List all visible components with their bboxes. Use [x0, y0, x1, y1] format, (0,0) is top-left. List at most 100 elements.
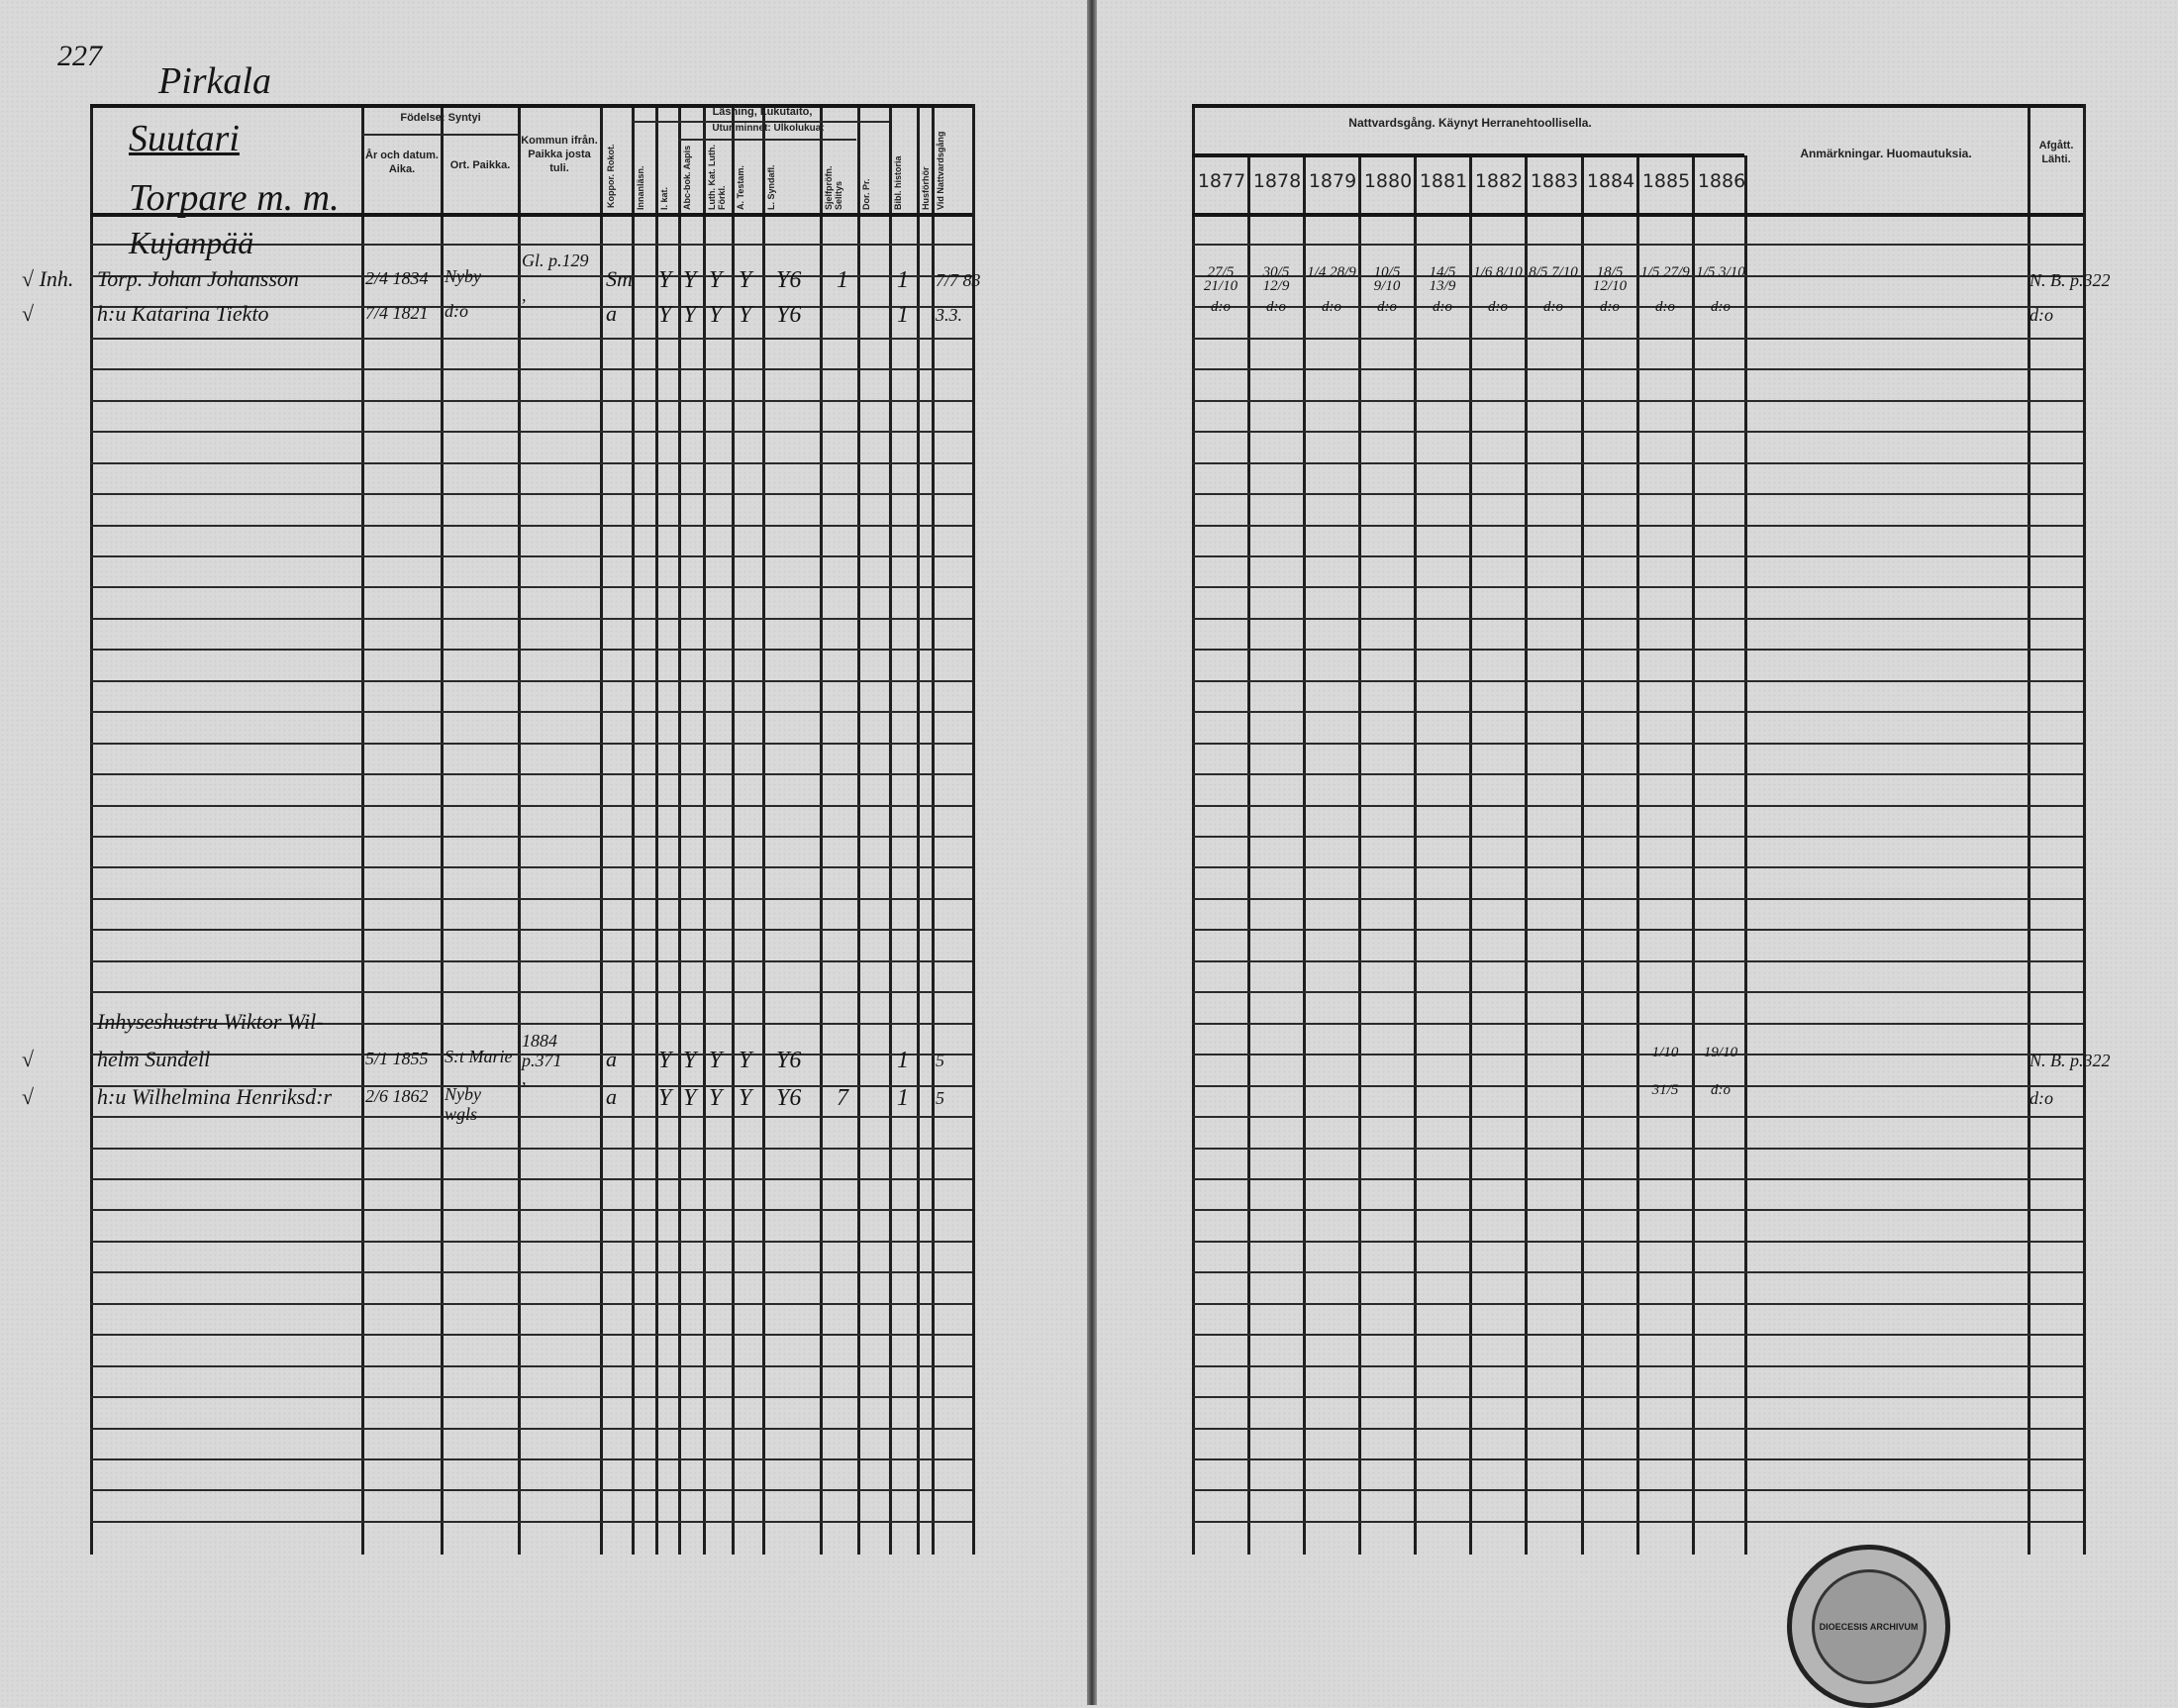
- stamp-text: DIOECESIS ARCHIVUM: [1811, 1568, 1927, 1684]
- row-rule: [90, 929, 972, 932]
- column-rule: [1636, 155, 1639, 1555]
- row-rule: [90, 1427, 972, 1430]
- column-rule: [1692, 155, 1695, 1555]
- header-vertical-10: Vid Nattvardsgång: [936, 131, 945, 210]
- reading-mark: Y: [709, 267, 723, 293]
- header-departed: Afgått. Lähti.: [2038, 140, 2074, 165]
- reading-mark: Y: [739, 267, 752, 293]
- column-rule: [820, 104, 823, 1555]
- reading-mark: Y: [709, 302, 723, 328]
- departed-note: d:o: [2030, 305, 2053, 325]
- header-by-heart: Utur minnet: Ulkolukua:: [712, 123, 825, 134]
- communion-admitted: 3.3.: [936, 305, 962, 325]
- birth-place: S:t Marie: [445, 1047, 513, 1066]
- header-vertical-8: Bibl. historia: [893, 155, 903, 210]
- header-vertical-7: Dor. Pr.: [861, 178, 871, 210]
- came-from: Gl. p.129: [522, 251, 589, 270]
- row-rule: [1192, 431, 2083, 434]
- household-exam: 1: [897, 267, 909, 293]
- birth-date: 2/6 1862: [365, 1086, 429, 1106]
- row-rule: [90, 804, 972, 807]
- column-rule: [678, 104, 681, 1555]
- row-rule: [90, 368, 972, 371]
- person-name: Torp. Johan Johansson: [97, 266, 299, 291]
- birth-date: 5/1 1855: [365, 1049, 429, 1068]
- row-rule: [1192, 213, 2083, 217]
- person-name: h:u Wilhelmina Henriksd:r: [97, 1084, 333, 1109]
- communion-date: 18/5 12/10: [1592, 264, 1628, 294]
- communion-date: 1/10: [1651, 1045, 1679, 1060]
- row-rule: [90, 1177, 972, 1180]
- row-rule: [1192, 1520, 2083, 1523]
- departed-note: N. B. p.322: [2030, 1051, 2111, 1070]
- communion-date: 30/5 12/9: [1262, 264, 1290, 294]
- row-rule: [90, 1022, 972, 1025]
- row-rule: [1192, 493, 2083, 496]
- row-rule: [90, 1302, 972, 1305]
- year-1882: 1882: [1474, 170, 1524, 192]
- year-1879: 1879: [1308, 170, 1357, 192]
- column-rule: [632, 104, 635, 1555]
- birth-place: d:o: [445, 301, 468, 321]
- column-rule: [917, 104, 920, 1555]
- communion-date: d:o: [1377, 299, 1397, 315]
- row-rule: [1192, 586, 2083, 589]
- row-rule: [1192, 1054, 2083, 1056]
- reading-mark: Y: [658, 302, 672, 328]
- row-rule: [1192, 836, 2083, 838]
- row-rule: [90, 213, 972, 217]
- column-rule: [2083, 104, 2086, 1555]
- row-rule: [1192, 244, 2083, 247]
- row-rule: [1192, 804, 2083, 807]
- birth-date: 2/4 1834: [365, 268, 429, 288]
- row-rule: [90, 1364, 972, 1367]
- person-name: Inhyseshustru Wiktor Wil-: [97, 1009, 324, 1034]
- communion-date: 31/5: [1651, 1082, 1679, 1098]
- row-rule: [90, 897, 972, 900]
- header-vertical-1: I. kat.: [659, 186, 669, 210]
- communion-date: d:o: [1711, 299, 1731, 315]
- year-1884: 1884: [1586, 170, 1635, 192]
- communion-date: 27/5 21/10: [1203, 264, 1238, 294]
- column-rule: [600, 104, 603, 1555]
- reading-mark: Y: [739, 1085, 752, 1111]
- row-rule: [1192, 461, 2083, 464]
- column-rule: [361, 104, 364, 1555]
- header-vertical-6: Sjelfpröfn. Selitys: [824, 165, 843, 211]
- row-rule: [90, 617, 972, 620]
- row-rule: [90, 1209, 972, 1212]
- archive-stamp: DIOECESIS ARCHIVUM: [1787, 1545, 1950, 1708]
- row-rule: [1192, 1364, 2083, 1367]
- row-rule: [1192, 1427, 2083, 1430]
- reading-mark: Y: [658, 1048, 672, 1073]
- row-rule: [90, 1396, 972, 1399]
- check-mark: √: [22, 301, 35, 326]
- column-rule: [2028, 104, 2030, 1555]
- row-rule: [90, 524, 972, 527]
- row-rule: [1192, 1240, 2083, 1243]
- row-rule: [90, 1147, 972, 1150]
- column-rule: [1581, 155, 1584, 1555]
- reading-mark: Y: [658, 1085, 672, 1111]
- row-rule: [90, 274, 972, 277]
- communion-date: 1/5 27/9: [1640, 264, 1690, 280]
- reading-mark: Y: [658, 267, 672, 293]
- communion-admitted: 7/7 83: [936, 270, 981, 290]
- header-sub-rule: [361, 134, 518, 136]
- year-1877: 1877: [1197, 170, 1246, 192]
- smallpox-value: a: [606, 1084, 617, 1109]
- reading-mark: Y: [683, 1085, 697, 1111]
- row-rule: [1192, 1177, 2083, 1180]
- page-number: 227: [57, 40, 102, 72]
- communion-date: 1/6 8/10: [1473, 264, 1523, 280]
- communion-date: 8/5 7/10: [1529, 264, 1578, 280]
- row-rule: [1192, 959, 2083, 962]
- column-rule: [1414, 155, 1417, 1555]
- row-rule: [1192, 274, 2083, 277]
- row-rule: [90, 1116, 972, 1119]
- row-rule: [90, 1520, 972, 1523]
- row-rule: [90, 461, 972, 464]
- communion-admitted: 5: [936, 1051, 944, 1070]
- row-rule: [90, 244, 972, 247]
- communion-date: d:o: [1655, 299, 1675, 315]
